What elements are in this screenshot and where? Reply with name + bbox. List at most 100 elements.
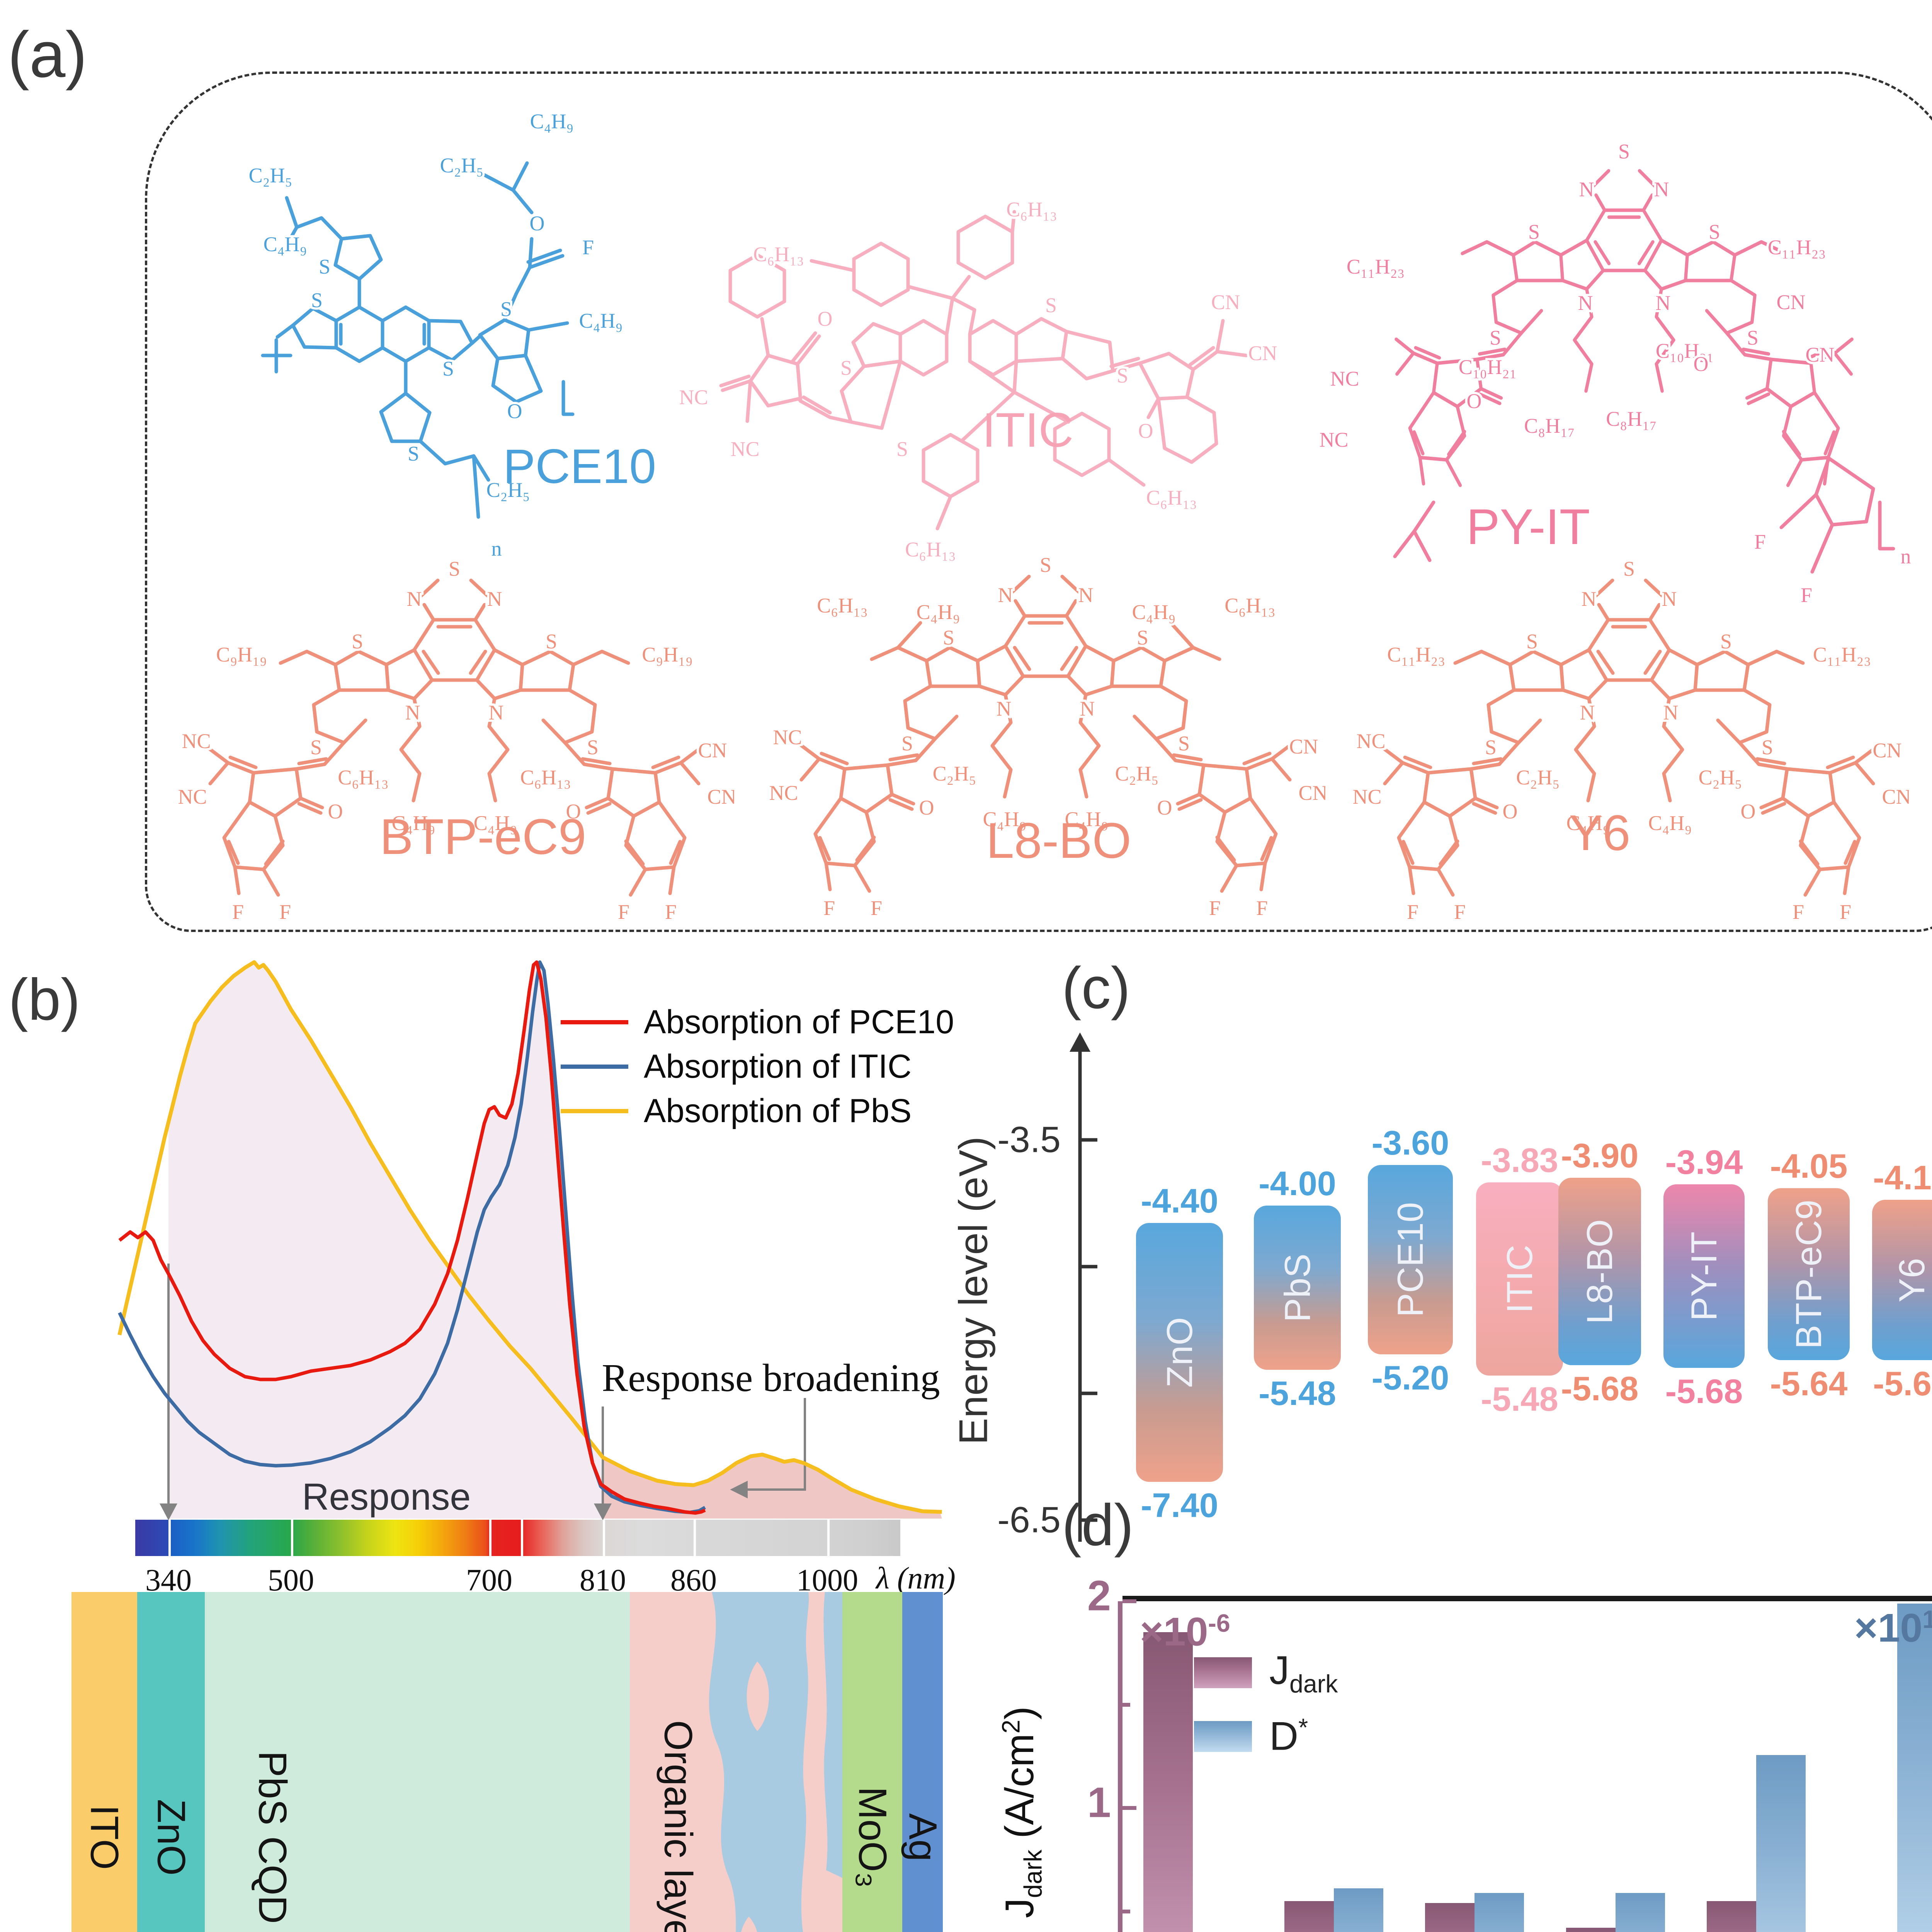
legend-item-jdark: Jdark — [1194, 1648, 1338, 1697]
atom-label: S — [1137, 626, 1148, 649]
homo-lumo-value: -3.83 — [1481, 1141, 1558, 1179]
homo-lumo-value: -5.64 — [1770, 1364, 1848, 1403]
atom-label: S — [500, 298, 512, 321]
molecule-name: BTP-eC9 — [380, 808, 587, 865]
legend-item-pbs: Absorption of PbS — [561, 1092, 912, 1129]
atom-label: C₉H₁₉ — [642, 643, 693, 666]
energy-bar-name: PCE10 — [1390, 1202, 1430, 1317]
molecule-l8bo: S N N S S S S N N C₆H₁₃ C₄H₉ C₄H₉ C₆H₁₃ … — [767, 551, 1325, 922]
atom-label: C₄H₉ — [474, 811, 517, 835]
atom-label: S — [1618, 140, 1630, 163]
colorbar-divider — [291, 1520, 293, 1556]
energy-bar-name: ZnO — [1159, 1317, 1200, 1388]
panel-label-a: (a) — [8, 18, 87, 91]
atom-label: n — [1901, 545, 1911, 568]
series-absorption-of-pbs — [117, 960, 942, 1514]
legend-line-yellow — [561, 1109, 628, 1113]
bar-dstar-ITIC — [1897, 1604, 1932, 1932]
atom-label: S — [1762, 736, 1773, 759]
bar-jdark-BTP-eC9 — [1284, 1901, 1334, 1932]
homo-lumo-value: -3.94 — [1665, 1143, 1743, 1181]
atom-label: N — [1578, 291, 1593, 315]
atom-label: C₆H₁₃ — [817, 594, 868, 617]
atom-label: F — [823, 896, 835, 920]
layer-ito — [71, 1592, 137, 1932]
atom-label: C₆H₁₃ — [753, 243, 804, 266]
annotation-arrows — [160, 1264, 806, 1520]
atom-label: C₁₁H₂₃ — [1347, 255, 1405, 278]
energy-bar-l8bo: -3.90 L8-BO -5.68 — [1558, 1136, 1641, 1408]
atom-label: F — [279, 900, 291, 923]
right-scale-label: ×1013 — [1854, 1605, 1932, 1651]
molecule-name: Y6 — [1569, 804, 1630, 861]
atom-label: C₂H₅ — [486, 478, 530, 502]
atom-label: F — [618, 900, 629, 923]
legend-item-dstar: D* — [1194, 1714, 1338, 1759]
atom-label: O — [818, 307, 833, 330]
atom-label: N — [1580, 701, 1595, 724]
atom-label: S — [901, 732, 913, 755]
atom-label: S — [311, 289, 323, 312]
energy-bar-name: PY-IT — [1684, 1231, 1724, 1321]
colorbar-tick-860: 860 — [670, 1563, 717, 1597]
atom-label: NC — [1352, 785, 1381, 808]
molecule-itic: C₆H₁₃ C₆H₁₃ C₆H₁₃ C₆H₁₃ S S S S O O NC N… — [677, 196, 1279, 563]
left-scale-label: ×10-6 — [1140, 1609, 1230, 1655]
left-axis-title: Jdark (A/cm2) — [997, 1706, 1047, 1918]
atom-label: CN — [1882, 785, 1909, 808]
atom-label: S — [587, 736, 599, 759]
atom-label: F — [1256, 896, 1268, 920]
layer-pbs-cqd — [205, 1592, 630, 1932]
legend-label: Absorption of PbS — [644, 1092, 912, 1129]
atom-label: O — [1503, 800, 1518, 823]
atom-label: C₉H₁₉ — [216, 643, 267, 666]
molecule-btpec9: S N N S S S S N N C₉H₁₉ C₉H₁₉ C₆H₁₃ C₆H₁… — [175, 555, 734, 926]
colorbar-axis-label: λ (nm) — [876, 1561, 956, 1595]
energy-bar-name: BTP-eC9 — [1788, 1199, 1829, 1349]
atom-label: C₄H₉ — [392, 811, 435, 835]
layer-label-zno: ZnO — [149, 1799, 194, 1876]
energy-bar-name: PbS — [1277, 1253, 1318, 1322]
atom-label: n — [492, 537, 502, 560]
layer-label-organic: Organic layer — [656, 1720, 701, 1932]
legend-line-red — [561, 1020, 628, 1024]
colorbar-tick-500: 500 — [268, 1563, 314, 1597]
layer-moo3 — [842, 1592, 902, 1932]
axis-tick — [1122, 1702, 1130, 1707]
atom-label: S — [449, 557, 460, 580]
colorbar-divider — [168, 1520, 171, 1556]
energy-bar-name: ITIC — [1499, 1245, 1540, 1313]
atom-label: S — [1526, 630, 1538, 653]
atom-label: NC — [182, 730, 211, 753]
colorbar-tick-340: 340 — [145, 1563, 192, 1597]
atom-label: C₂H₅ — [1699, 766, 1742, 789]
atom-label: O — [1467, 389, 1482, 413]
atom-label: C₆H₁₃ — [520, 766, 571, 789]
bar-jdark-None — [1143, 1632, 1193, 1932]
atom-label: C₂H₅ — [933, 762, 976, 785]
atom-label: C₁₀H₂₁ — [1459, 355, 1517, 379]
atom-label: S — [1528, 220, 1540, 243]
atom-label: F — [1407, 900, 1418, 923]
molecule-y6: S N N S S S S N N C₁₁H₂₃ C₁₁H₂₃ C₂H₅ C₂H… — [1350, 555, 1909, 926]
bar-area — [1122, 1599, 1932, 1932]
atom-label: S — [1178, 732, 1190, 755]
atom-label: N — [1662, 587, 1677, 611]
atom-label: N — [1582, 587, 1597, 611]
atom-label: CN — [1211, 291, 1240, 314]
homo-lumo-value: -4.05 — [1770, 1147, 1848, 1185]
atom-label: O — [1741, 800, 1756, 823]
energy-bar-pyit: -3.94 PY-IT -5.68 — [1663, 1143, 1745, 1410]
energy-bar-btpec9: -4.05 BTP-eC9 -5.64 — [1768, 1147, 1850, 1403]
energy-tick-65: -6.5 — [997, 1499, 1061, 1541]
atom-label: O — [919, 796, 934, 819]
layer-label-pbs-cqd: PbS CQD — [250, 1751, 295, 1924]
atom-label: S — [1485, 736, 1497, 759]
homo-lumo-value: -5.48 — [1259, 1374, 1336, 1412]
atom-label: O — [530, 212, 545, 235]
molecule-name: L8-BO — [986, 812, 1131, 869]
energy-bar-itic: -3.83 ITIC -5.48 — [1476, 1141, 1563, 1418]
legend-swatch-jdark — [1194, 1657, 1252, 1688]
atom-label: C₂H₅ — [249, 164, 293, 187]
